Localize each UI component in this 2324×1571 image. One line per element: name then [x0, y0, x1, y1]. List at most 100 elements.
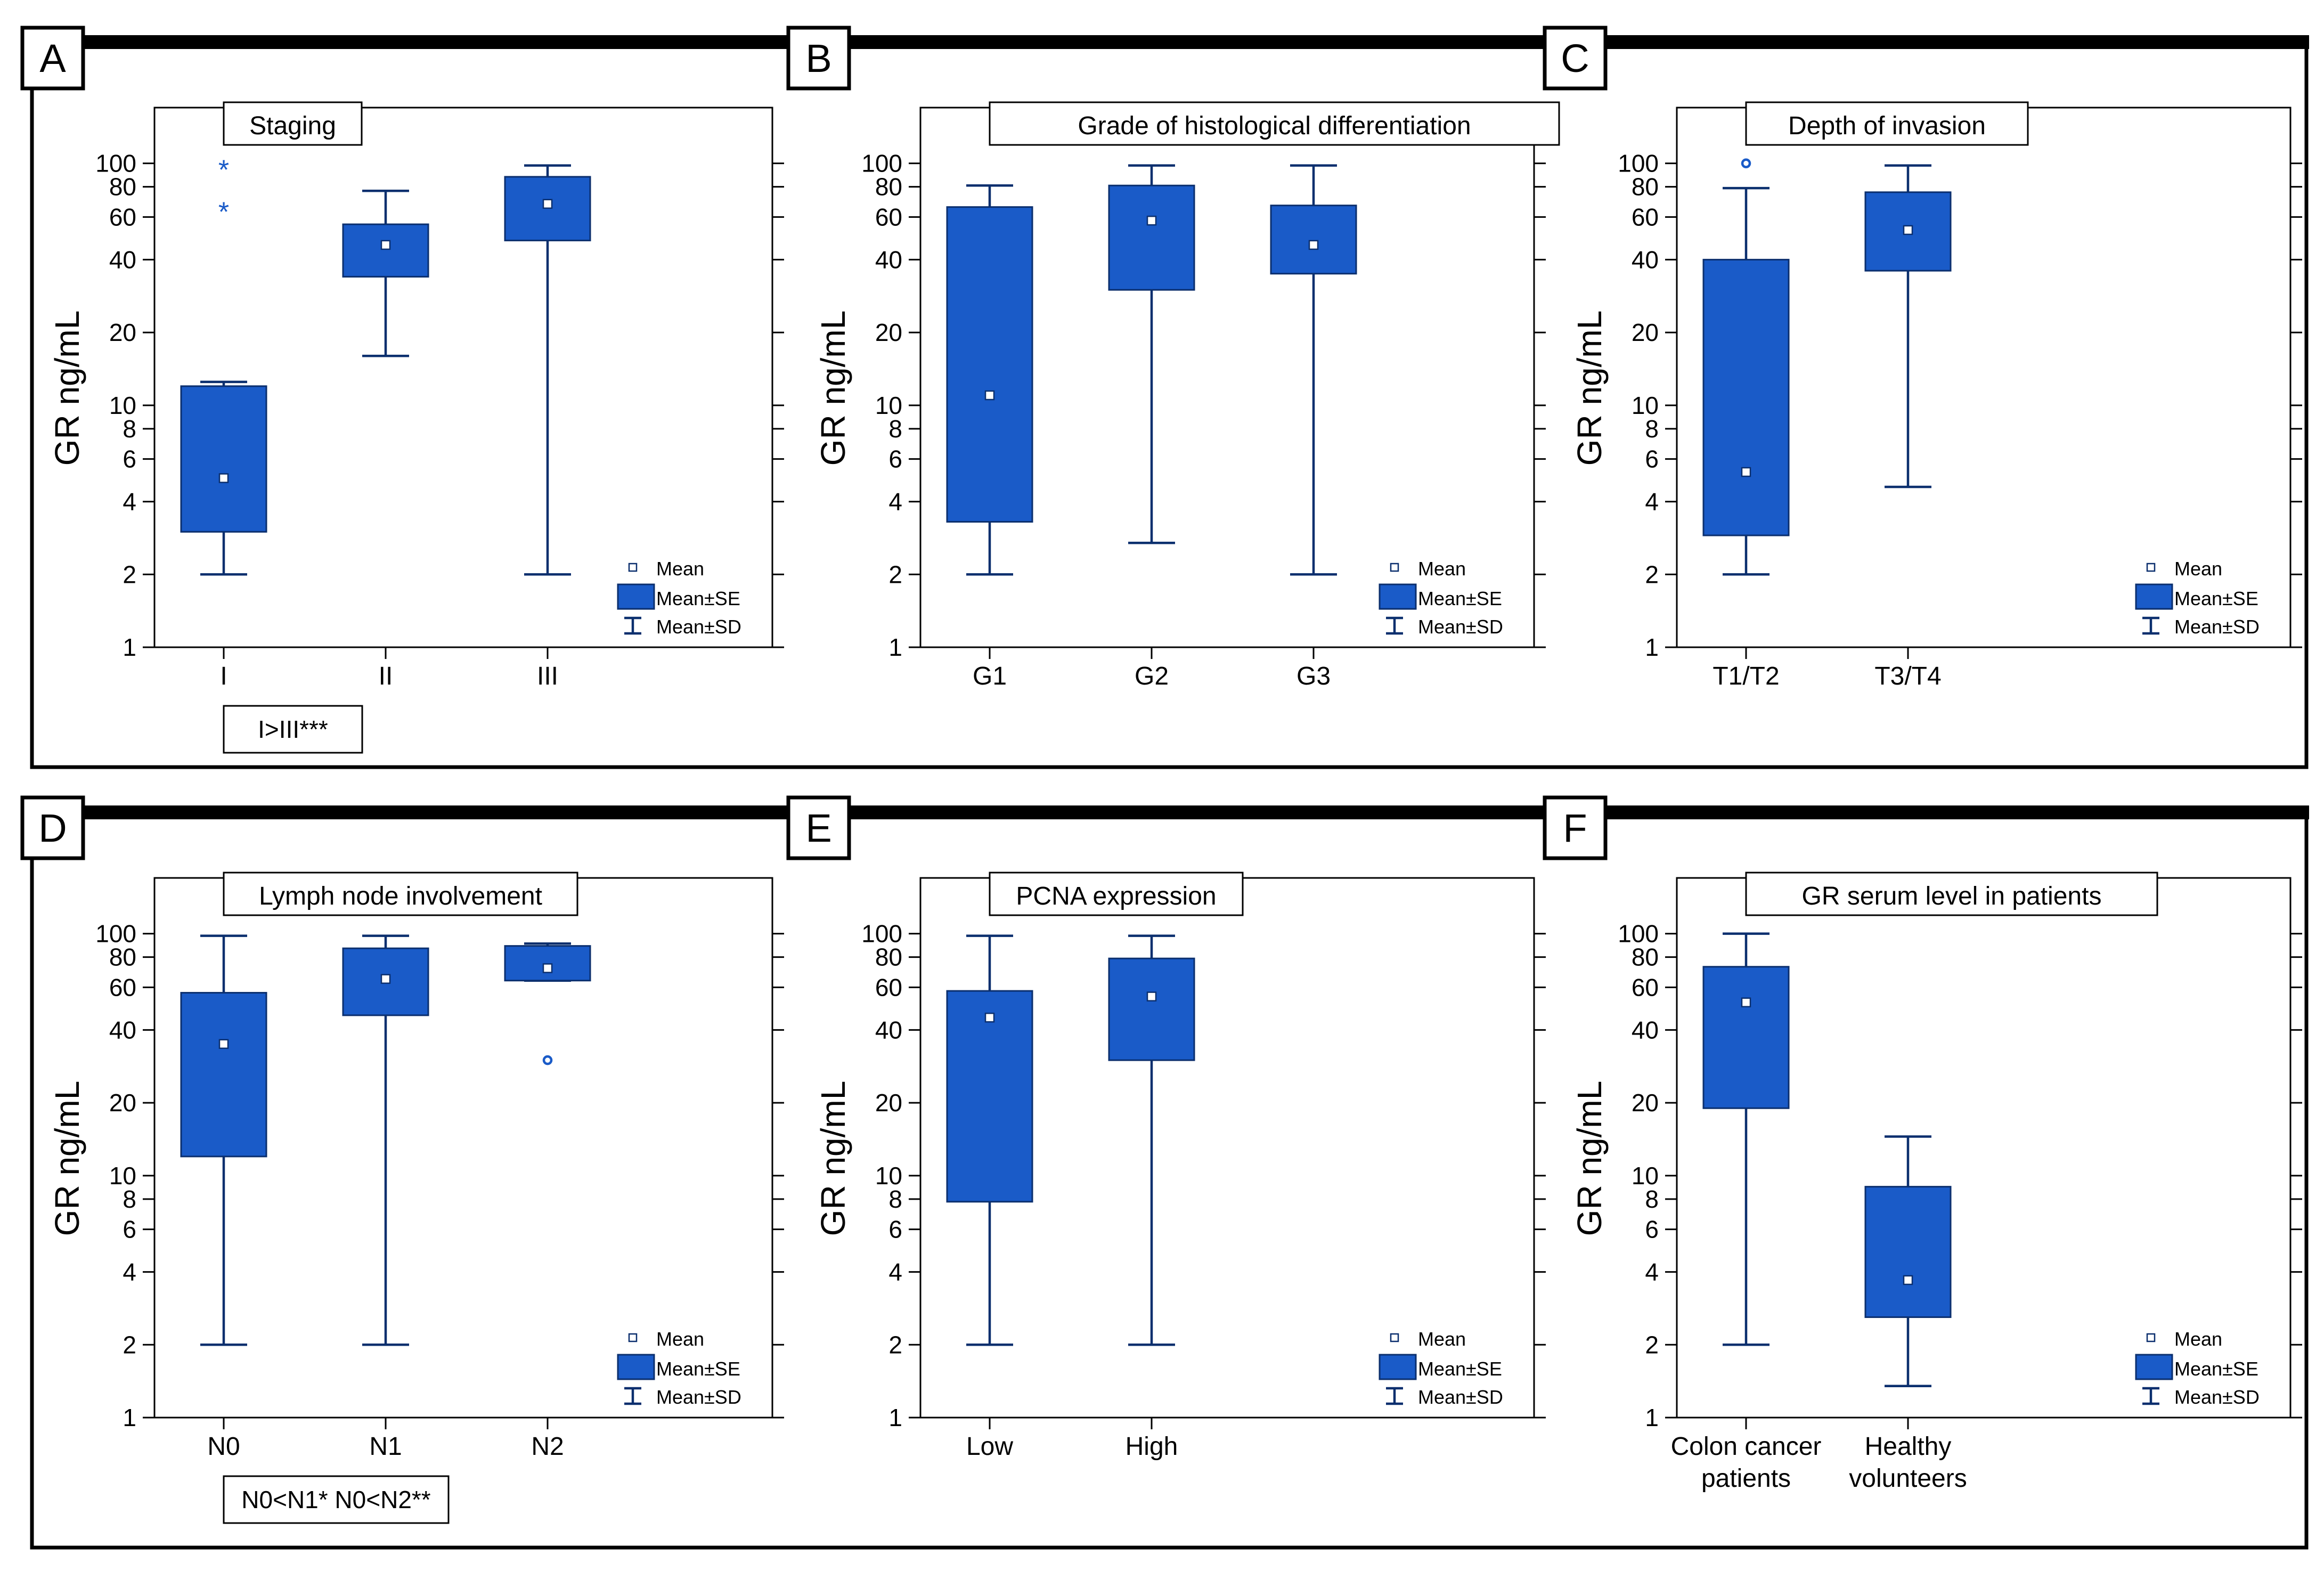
y-tick-label: 100	[861, 920, 902, 948]
y-tick-label: 6	[1645, 1216, 1659, 1243]
legend: Mean Mean±SE Mean±SD	[2135, 1328, 2260, 1408]
mean-marker	[1741, 997, 1751, 1007]
y-tick-label: 60	[1632, 973, 1659, 1001]
x-tick-label: N1	[369, 1432, 402, 1461]
legend-mean-label: Mean	[656, 1328, 704, 1350]
legend-se-label: Mean±SE	[656, 588, 740, 609]
y-tick-label: 60	[875, 203, 902, 231]
y-tick-label: 60	[1632, 203, 1659, 231]
y-tick-label: 1	[123, 1404, 136, 1431]
y-tick-label: 20	[875, 319, 902, 346]
legend-se-swatch	[2135, 1354, 2173, 1380]
legend-se-label: Mean±SE	[2174, 1358, 2258, 1380]
x-tick-label: T3/T4	[1874, 662, 1941, 690]
y-axis-label: GR ng/mL	[48, 1081, 86, 1236]
x-tick-label: T1/T2	[1713, 662, 1779, 690]
row-frame-2	[30, 805, 2309, 1550]
legend-mean-marker	[1390, 563, 1399, 572]
y-tick-label: 2	[888, 1331, 902, 1358]
panel-title: Grade of histological differentiation	[1078, 112, 1471, 140]
se-box	[180, 385, 267, 533]
se-box	[504, 945, 591, 982]
x-tick-label: G1	[973, 662, 1007, 690]
panel-letter-box	[1543, 795, 1608, 860]
mean-marker	[1146, 215, 1157, 226]
top-band	[32, 35, 2309, 49]
series-g1: G1	[946, 184, 1033, 690]
y-tick-label: 100	[861, 150, 902, 177]
series-ii: II	[342, 189, 429, 690]
x-tick-label: G2	[1135, 662, 1169, 690]
y-tick-label: 20	[109, 319, 136, 346]
x-tick-label: N0	[207, 1432, 240, 1461]
legend: Mean Mean±SE Mean±SD	[617, 558, 741, 638]
y-tick-label: 6	[888, 1216, 902, 1243]
y-tick-label: 80	[875, 943, 902, 971]
y-tick-label: 8	[123, 1185, 136, 1213]
panel-letter: C	[1561, 36, 1589, 80]
y-tick-label: 6	[888, 445, 902, 473]
y-tick-label: 10	[875, 1162, 902, 1190]
legend: Mean Mean±SE Mean±SD	[2135, 558, 2260, 638]
se-box	[1270, 205, 1357, 275]
series-t3-t4: T3/T4	[1864, 164, 1952, 690]
legend: Mean Mean±SE Mean±SD	[1379, 558, 1503, 638]
mean-marker	[218, 473, 229, 483]
se-box	[1702, 966, 1790, 1109]
panel-title: Staging	[249, 112, 336, 140]
top-band	[32, 805, 2309, 819]
se-box	[1702, 258, 1790, 536]
significance-note-box	[223, 705, 363, 754]
y-tick-label: 1	[123, 633, 136, 661]
legend-mean-label: Mean	[1418, 1328, 1466, 1350]
y-axis-label: GR ng/mL	[1570, 1081, 1609, 1236]
panel-letter-d: D	[20, 795, 85, 860]
legend-mean-marker	[2146, 563, 2156, 572]
mean-marker	[1741, 467, 1751, 477]
outlier-circle	[1741, 158, 1751, 168]
legend-mean-label: Mean	[656, 558, 704, 580]
series-i: I * *	[180, 155, 267, 690]
y-tick-label: 4	[1645, 488, 1659, 516]
x-tick-label: Low	[966, 1432, 1013, 1461]
significance-note: I>III***	[258, 715, 328, 743]
y-tick-label: 80	[1632, 943, 1659, 971]
panel-letter-e: E	[786, 795, 851, 860]
y-tick-label: 80	[1632, 173, 1659, 201]
y-axis-label: GR ng/mL	[1570, 311, 1609, 466]
mean-marker	[380, 240, 391, 250]
y-tick-label: 60	[875, 973, 902, 1001]
y-tick-label: 8	[888, 415, 902, 443]
significance-note: N0<N1* N0<N2**	[241, 1486, 431, 1513]
legend: Mean Mean±SE Mean±SD	[1379, 1328, 1503, 1408]
y-tick-label: 8	[1645, 415, 1659, 443]
y-tick-label: 10	[109, 1162, 136, 1190]
panel-title-box	[1745, 872, 2158, 916]
legend-mean-marker	[628, 1333, 638, 1342]
panel-letter: F	[1563, 806, 1587, 850]
outer-frame	[30, 39, 2309, 769]
mean-marker	[1903, 1275, 1913, 1285]
y-tick-label: 20	[1632, 319, 1659, 346]
legend-mean-marker	[628, 563, 638, 572]
y-tick-label: 10	[1632, 1162, 1659, 1190]
panel-title: Lymph node involvement	[259, 882, 542, 910]
mean-marker	[1146, 991, 1157, 1002]
panel-letter: A	[39, 36, 66, 80]
y-tick-label: 2	[1645, 1331, 1659, 1358]
se-box	[180, 992, 267, 1158]
legend-se-label: Mean±SE	[2174, 588, 2258, 609]
x-tick-label: II	[379, 662, 393, 690]
x-tick-label-line2: volunteers	[1849, 1464, 1967, 1493]
y-tick-label: 100	[95, 150, 136, 177]
se-box	[1864, 1186, 1952, 1318]
y-tick-label: 60	[109, 203, 136, 231]
se-box	[946, 206, 1033, 523]
panel-letter-box	[20, 26, 85, 91]
series-n1: N1	[342, 934, 429, 1461]
series-colon-cancer-patients: Colon cancer patients	[1671, 932, 1821, 1493]
legend-mean-label: Mean	[1418, 558, 1466, 580]
